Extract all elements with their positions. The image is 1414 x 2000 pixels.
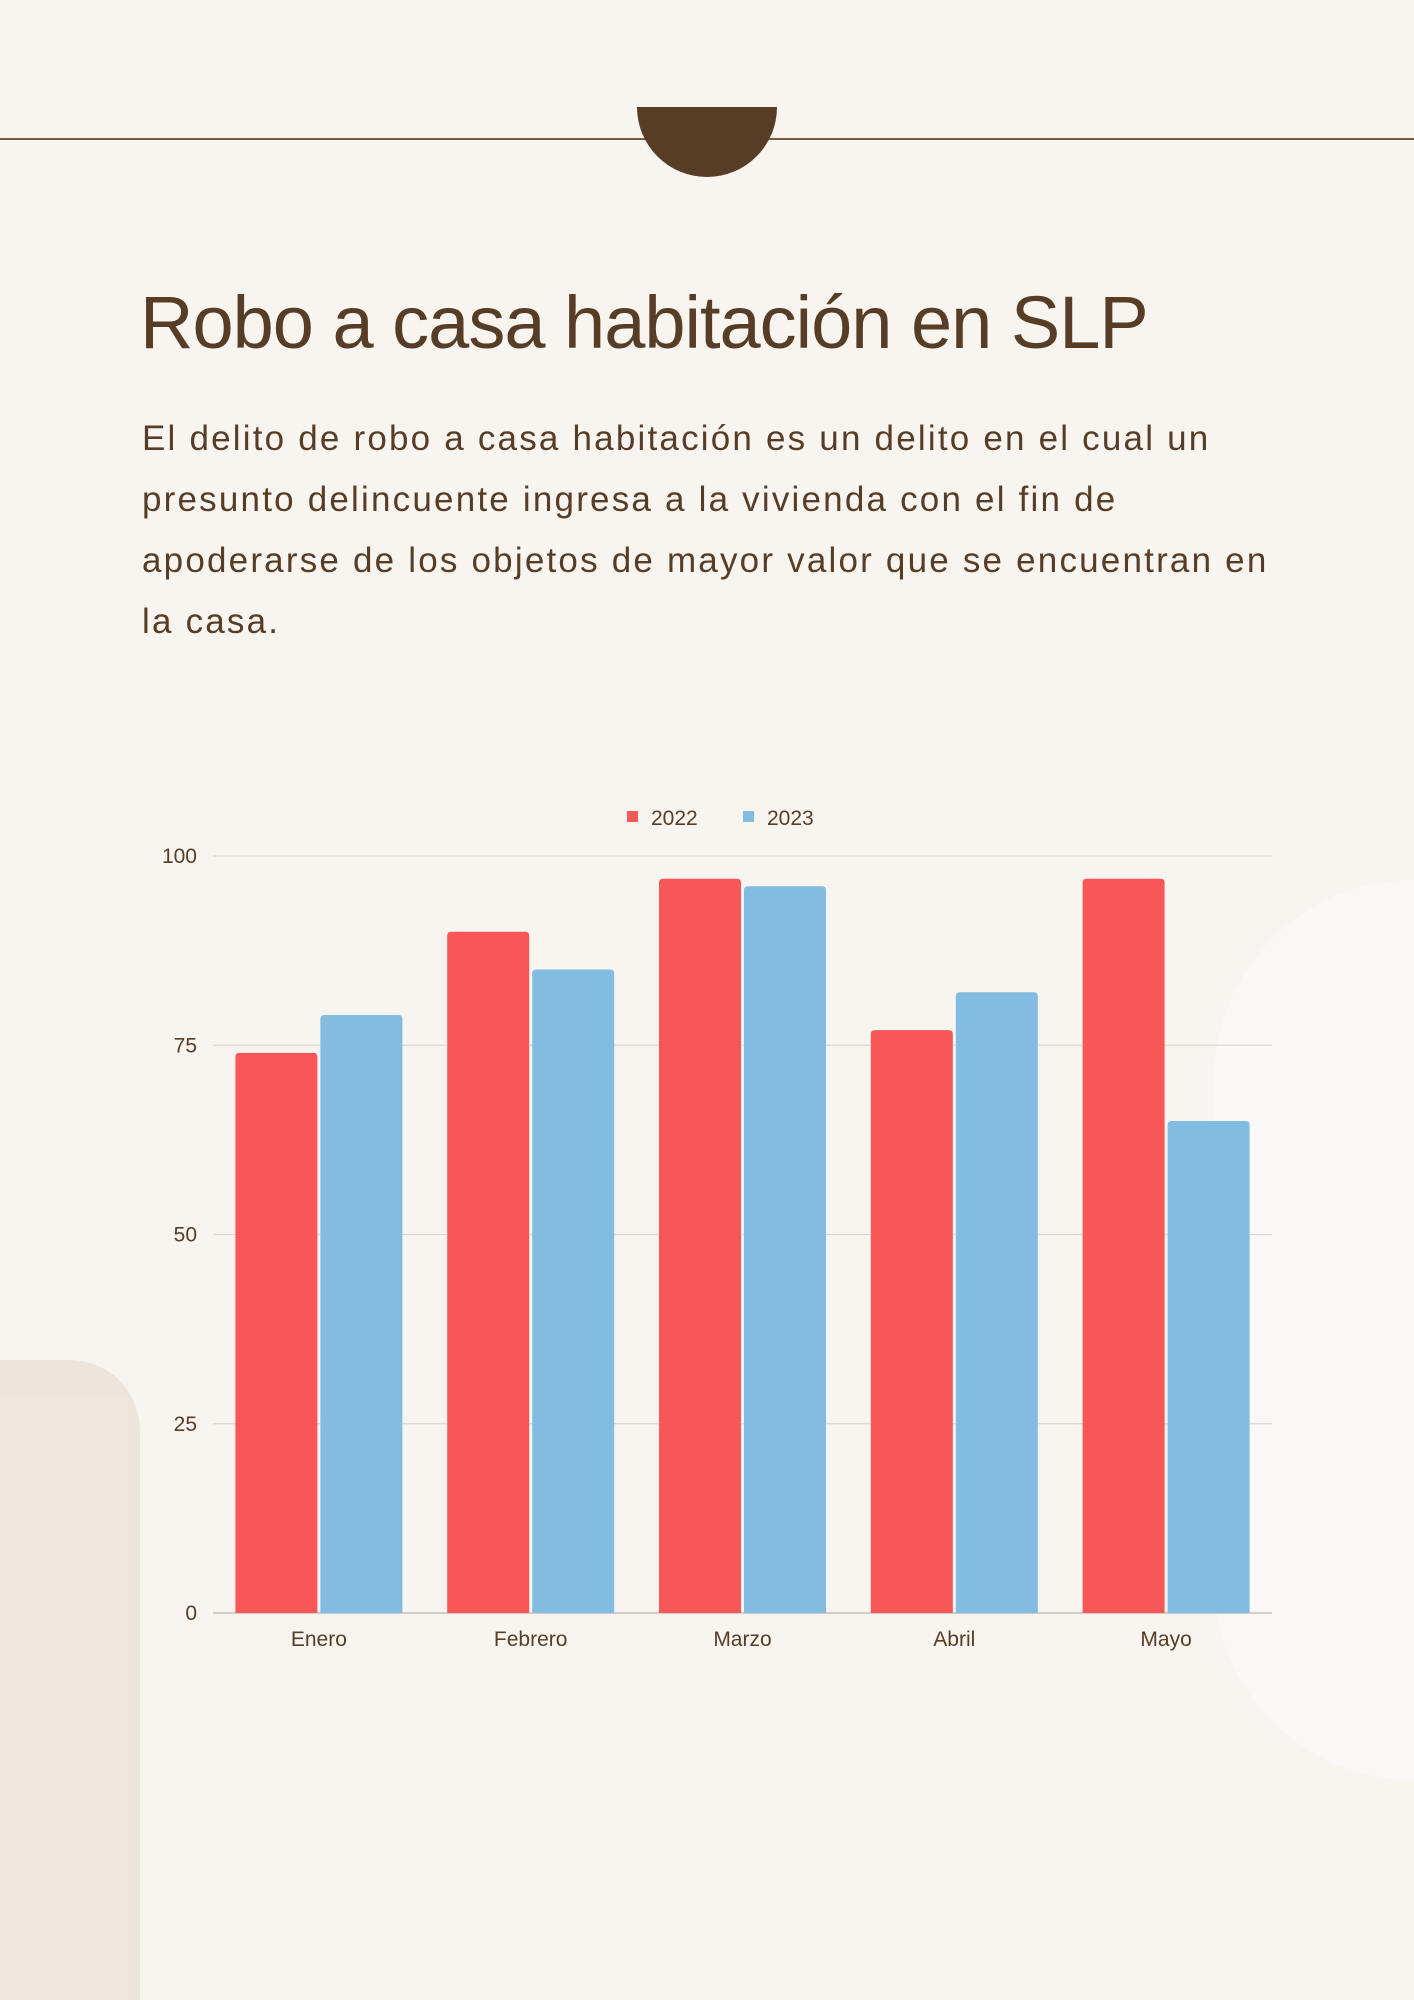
x-tick-label: Enero [291,1628,347,1651]
y-tick-label: 50 [174,1224,197,1247]
y-tick-label: 25 [174,1413,197,1436]
legend-swatch-2023 [743,811,754,822]
legend-label: 2022 [651,807,698,830]
bar-2022-mayo [1082,878,1165,1613]
bar-2022-marzo [659,878,741,1613]
x-tick-label: Febrero [494,1628,568,1651]
bar-2023-febrero [532,969,615,1613]
background-shape [0,1360,140,2000]
x-tick-label: Mayo [1140,1628,1191,1651]
bar-2023-abril [955,992,1038,1613]
page-title: Robo a casa habitación en SLP [140,281,1149,364]
bar-2022-febrero [447,931,530,1613]
bar-2023-enero [320,1014,403,1613]
bar-2023-mayo [1167,1120,1250,1613]
bar-2022-enero [235,1052,318,1613]
bar-2022-abril [870,1030,953,1613]
legend-label: 2023 [767,807,814,830]
description: El delito de robo a casa habitación es u… [142,419,1269,641]
y-tick-label: 0 [185,1602,197,1625]
y-tick-label: 75 [174,1034,197,1057]
bar-2023-marzo [744,886,826,1613]
x-tick-label: Marzo [713,1628,771,1651]
x-tick-label: Abril [933,1628,975,1651]
y-tick-label: 100 [162,845,197,868]
legend-swatch-2022 [627,811,638,822]
